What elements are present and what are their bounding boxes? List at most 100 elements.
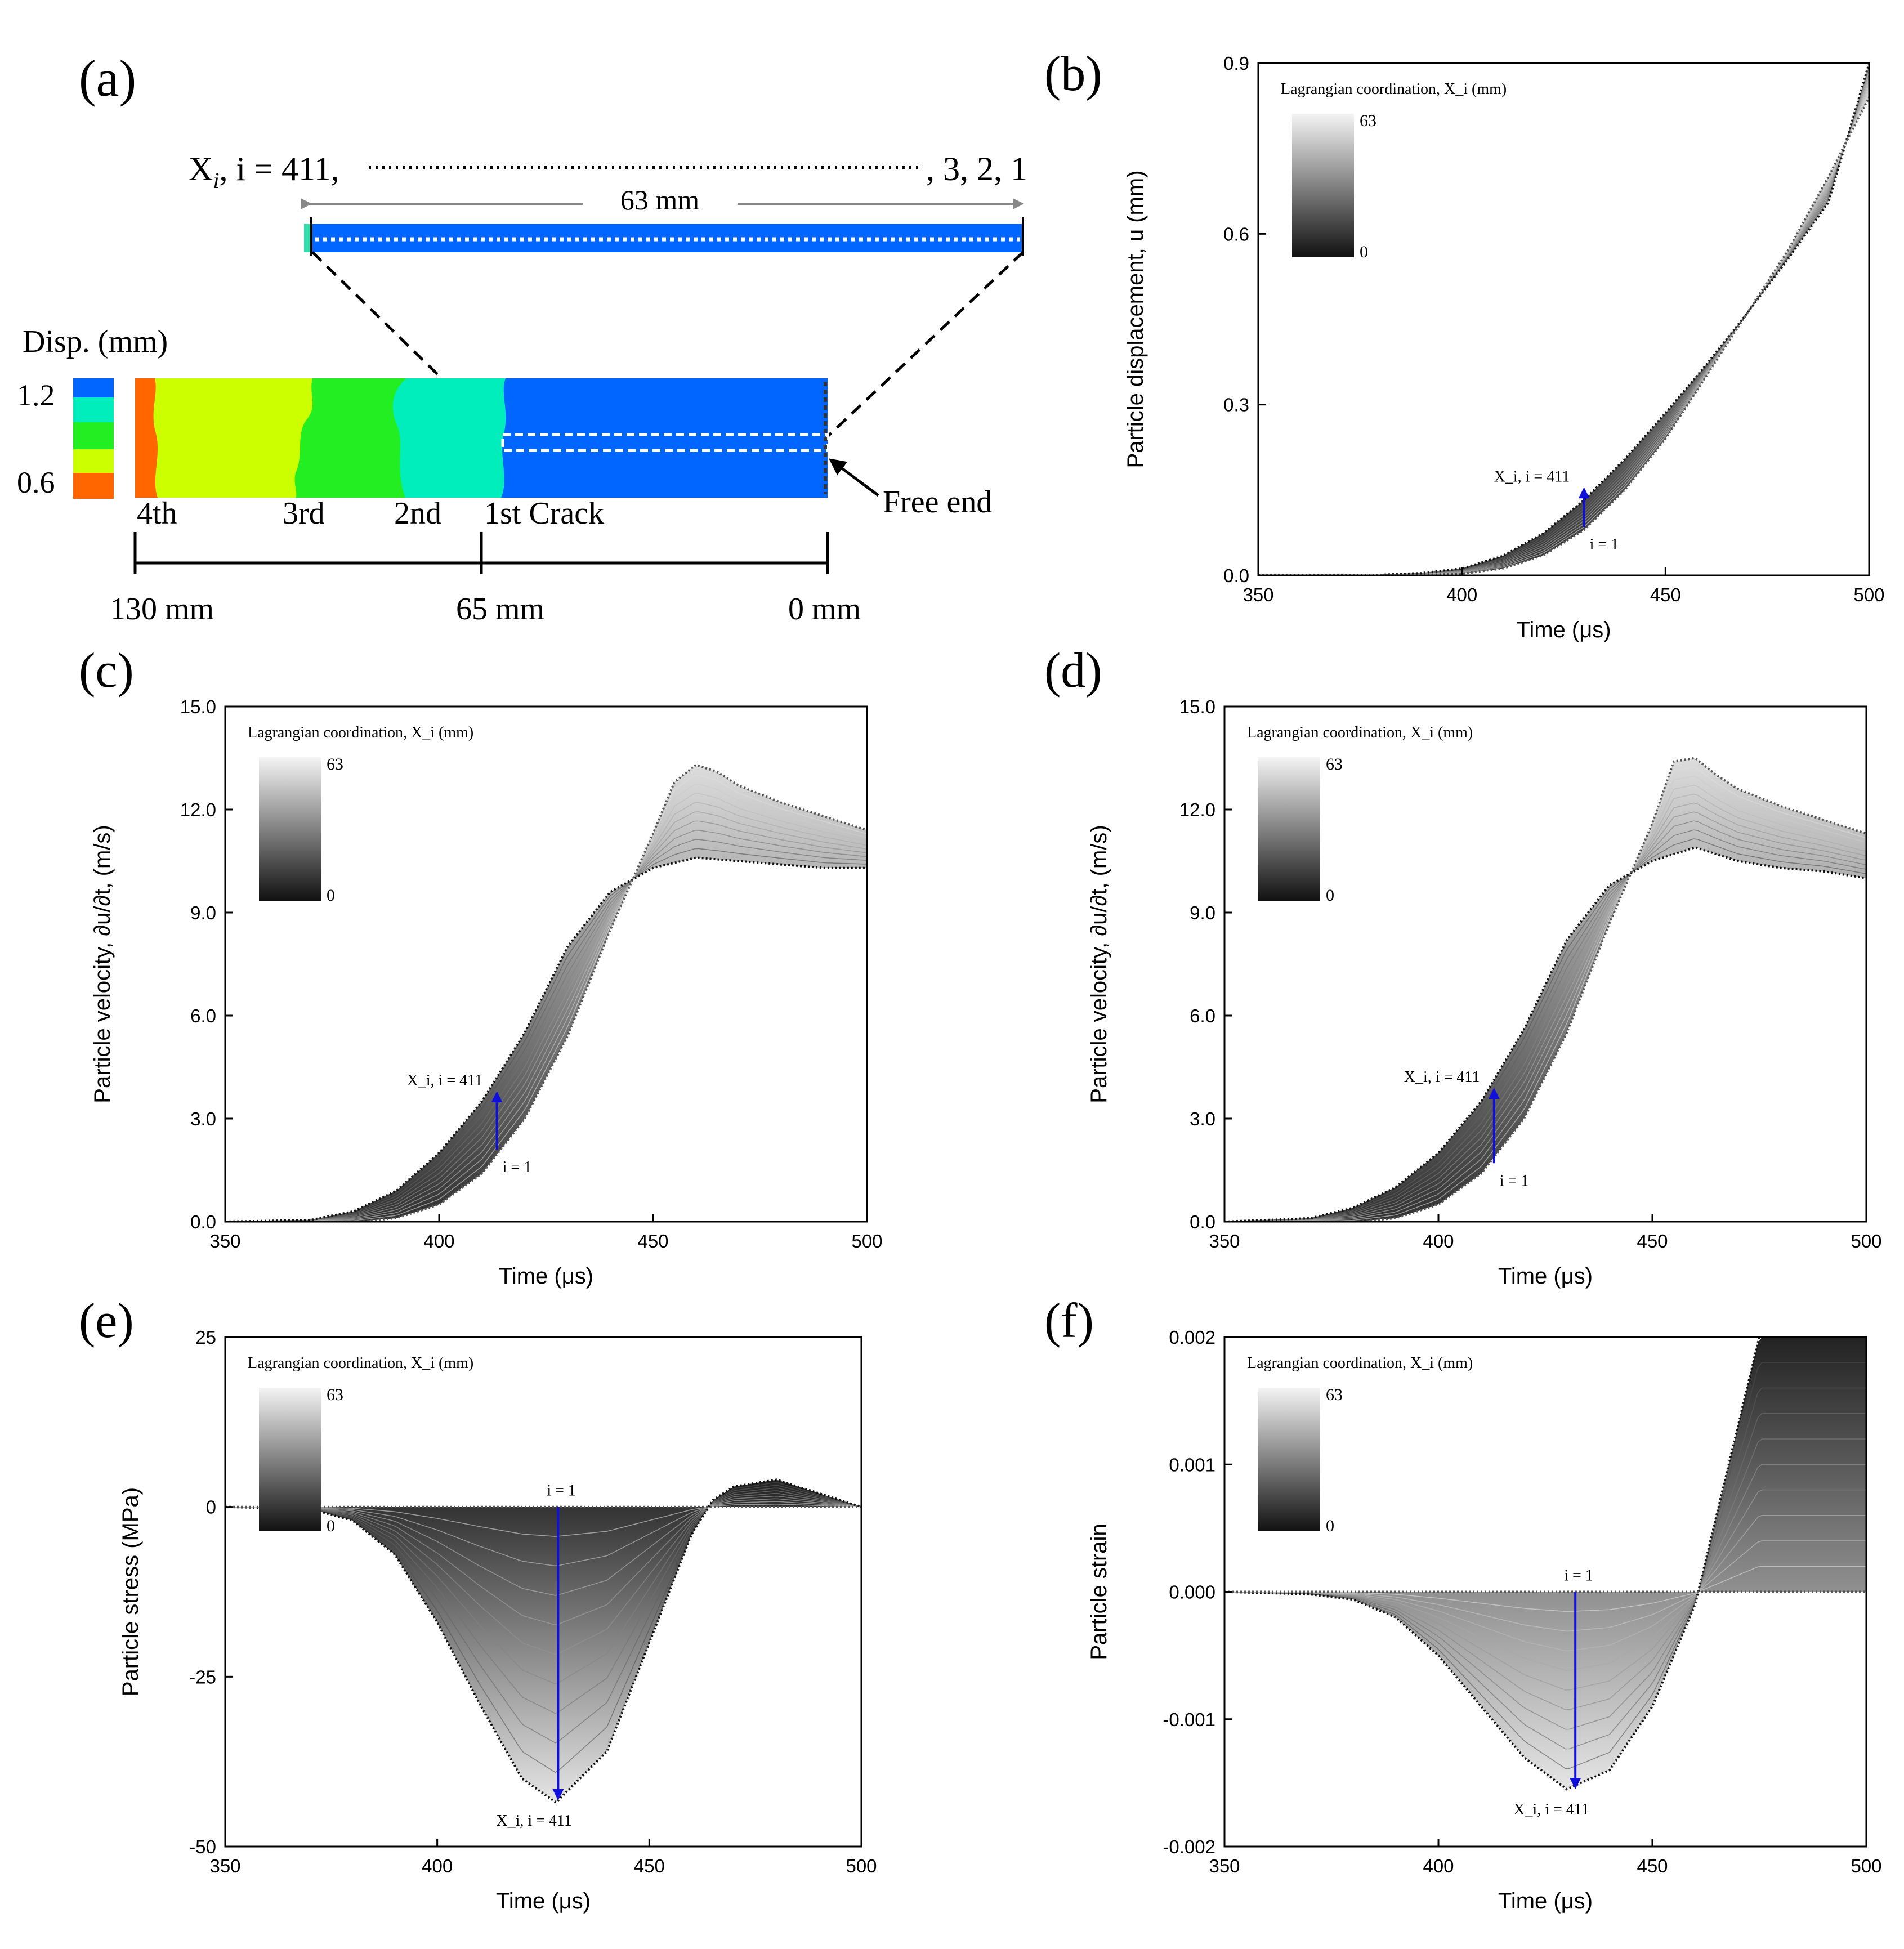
fan-line [225,1504,861,1537]
y-tick-label: -50 [189,1836,216,1857]
x-tick-label: 500 [1853,584,1884,605]
legend-max: 63 [327,1385,343,1404]
y-tick-label: 0.001 [1169,1454,1215,1475]
plot-area [225,1478,861,1804]
chart-b: 350 400 450 500 0.0 0.3 0.6 0.9 Time (μs) Particl… [1123,53,1885,642]
y-tick-label: 6.0 [190,1005,216,1026]
x-tick-label: 450 [1650,584,1681,605]
position-scale [133,532,829,574]
y-tick-label: 0.6 [1223,223,1249,244]
fan-line [1224,829,1866,1222]
y-axis-label: Particle strain [1087,1523,1111,1660]
legend-colorbar [1258,1388,1320,1531]
fan-line [1224,1438,1866,1710]
x-tick-label: 450 [1637,1231,1668,1251]
fan-line [1224,1515,1866,1651]
fan-fill-e [225,1480,861,1802]
y-tick-label: 0.000 [1169,1582,1215,1603]
x-tick-label: 450 [1637,1856,1668,1876]
legend-min: 0 [1326,886,1334,905]
fan-line [225,1498,861,1596]
fan-line [1224,802,1866,1222]
plot-area [1224,757,1866,1222]
x-tick-label: 500 [1851,1856,1881,1876]
disp-legend-bar [73,378,114,499]
fan-line [225,839,867,1222]
fan-fill-f [1224,1337,1866,1789]
y-tick-label: 15.0 [180,696,216,717]
plot-frame [224,1336,862,1848]
annotation-top: i = 1 [547,1482,576,1500]
crack-label-1: 1st Crack [484,496,604,531]
disp-legend-max: 1.2 [17,378,55,412]
fan-line [225,802,867,1222]
y-axis-label: Particle stress (MPa) [118,1487,143,1696]
y-tick-label: 9.0 [1190,902,1215,923]
annotation-top: i = 1 [1564,1567,1593,1585]
fan-line [1224,784,1866,1222]
legend-title: Lagrangian coordination, X_i (mm) [1247,724,1473,741]
x-tick-label: 400 [422,1856,453,1876]
y-tick-label: 0.9 [1223,53,1249,74]
legend-title: Lagrangian coordination, X_i (mm) [1281,81,1507,98]
y-axis-label: Particle velocity, ∂u/∂t, (m/s) [1087,825,1111,1103]
legend-title: Lagrangian coordination, X_i (mm) [248,724,473,741]
fan-line [225,811,867,1222]
fan-line [225,1487,861,1714]
panel-label-a: (a) [79,50,136,107]
free-end-label: Free end [883,485,992,520]
xi-label: Xi, i = 411, [189,150,339,193]
y-tick-label: 3.0 [190,1108,216,1129]
x-axis-label: Time (μs) [1498,1889,1593,1914]
x-tick-label: 350 [1209,1231,1240,1251]
annotation-top: X_i, i = 411 [1494,468,1570,485]
panel-label-c: (c) [79,643,134,698]
x-tick-label: 450 [634,1856,665,1876]
legend-title: Lagrangian coordination, X_i (mm) [248,1355,473,1372]
annotation-bottom: i = 1 [1590,536,1619,553]
disp-legend-title: Disp. (mm) [23,324,168,359]
series-line-i411 [1224,846,1866,1222]
legend-min: 0 [327,886,335,905]
fan-line [1224,1464,1866,1691]
series-line-i1 [225,763,867,1222]
fan-line [1224,775,1866,1222]
y-tick-label: -0.002 [1163,1836,1215,1857]
chart-f: 350 400 450 500 -0.002 -0.001 0.000 0.001 0.002 T… [1087,1327,1882,1914]
fan-line [1224,793,1866,1222]
position-label-65: 65 mm [456,592,544,627]
annotation-bottom: i = 1 [1500,1172,1529,1190]
annotation-bottom: X_i, i = 411 [1513,1801,1589,1818]
projection-line-right [824,251,1024,440]
legend-max: 63 [1326,755,1343,774]
x-tick-label: 400 [423,1231,454,1251]
panel-label-d: (d) [1044,643,1102,698]
legend-colorbar [1292,114,1354,257]
legend-colorbar [1258,757,1320,901]
y-tick-label: 0.3 [1223,395,1249,415]
y-tick-label: 0.0 [1190,1212,1215,1232]
fan-line [1224,820,1866,1222]
fan-fill-c [225,766,867,1222]
y-tick-label: 0 [206,1497,216,1518]
legend-colorbar [259,1388,321,1531]
y-tick-label: 9.0 [190,902,216,923]
x-tick-label: 500 [1851,1231,1881,1251]
fan-line [225,1485,861,1744]
x-axis-label: Time (μs) [1516,618,1611,642]
y-axis-label: Particle velocity, ∂u/∂t, (m/s) [90,825,115,1103]
specimen-contour [135,378,829,498]
y-tick-label: -0.001 [1163,1709,1215,1730]
fan-line [225,1490,861,1684]
annotation-bottom: i = 1 [503,1159,532,1176]
position-label-130: 130 mm [110,592,214,627]
plot-area [1224,1337,1866,1791]
crack-label-3: 3rd [283,496,325,531]
x-tick-label: 500 [851,1231,882,1251]
fan-line [225,820,867,1222]
legend-min: 0 [1360,243,1368,261]
panel-label-f: (f) [1044,1294,1094,1348]
y-tick-label: 15.0 [1179,696,1215,717]
span-label: 63 mm [620,184,699,216]
